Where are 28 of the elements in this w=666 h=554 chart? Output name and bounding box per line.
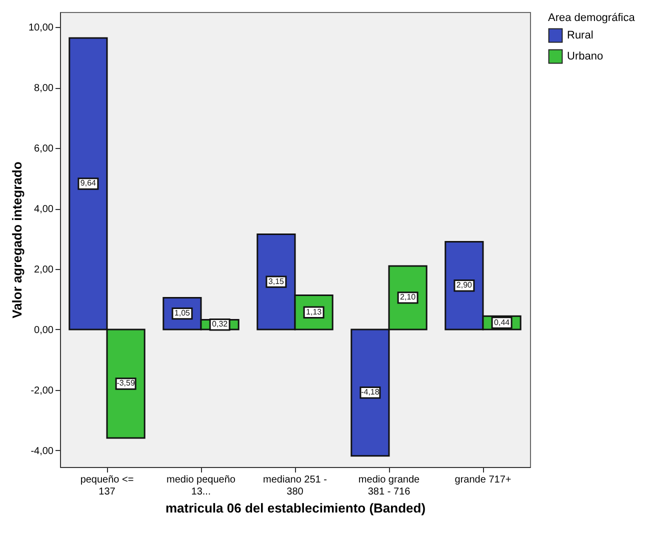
- x-tick-label: grande 717+: [454, 474, 512, 486]
- data-label: 0,44: [494, 318, 510, 327]
- y-tick-label: -4,00: [30, 446, 54, 457]
- data-label: 2,90: [456, 280, 473, 290]
- y-tick-label: 2,00: [34, 264, 54, 276]
- y-axis-title: Valor agregado integrado: [9, 162, 24, 318]
- x-tick-label: mediano 251 - 380: [263, 474, 327, 498]
- data-label: 0,32: [212, 320, 228, 329]
- legend-title: Area demográfica: [548, 12, 636, 24]
- data-label: 9,64: [80, 178, 97, 188]
- data-label: 3,15: [268, 276, 285, 286]
- data-label: -3,59: [116, 378, 136, 388]
- y-tick-label: -2,00: [30, 385, 54, 396]
- y-tick-label: 10,00: [28, 22, 54, 34]
- data-label: 2,10: [400, 292, 416, 302]
- x-tick-label: medio pequeño 13...: [166, 474, 236, 498]
- y-tick-label: 6,00: [34, 144, 54, 155]
- data-label: -4,18: [361, 388, 380, 397]
- data-label: 1,13: [306, 307, 322, 316]
- x-tick-label: medio grande 381 - 716: [358, 474, 420, 498]
- y-tick-label: 4,00: [34, 204, 54, 216]
- x-tick-label: pequeño <= 137: [80, 474, 134, 498]
- y-tick-label: 0,00: [34, 324, 54, 336]
- data-label: 1,05: [174, 308, 191, 318]
- x-axis-title: matricula 06 del establecimiento (Banded): [165, 500, 426, 516]
- legend-label: Urbano: [567, 50, 604, 62]
- legend-label: Rural: [567, 30, 594, 42]
- y-tick-label: 8,00: [34, 83, 54, 94]
